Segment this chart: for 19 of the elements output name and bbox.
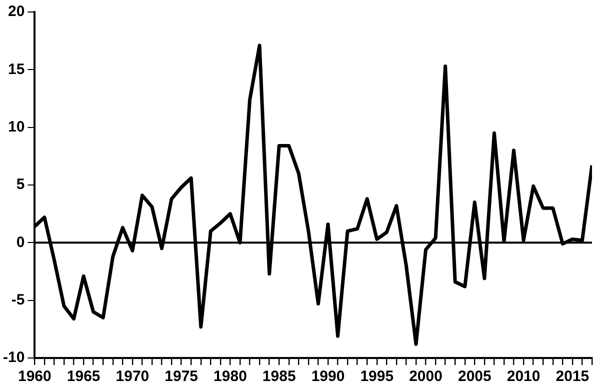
y-tick-label: 0	[16, 234, 25, 251]
x-tick-label: 2005	[458, 368, 492, 386]
y-tick-label: 5	[16, 176, 25, 194]
y-tick-label: 10	[8, 118, 25, 136]
y-tick-label: -5	[11, 291, 25, 308]
x-tick-label: 1970	[116, 368, 150, 386]
x-tick-label: 1975	[164, 368, 198, 386]
x-tick-label: 2015	[556, 368, 590, 386]
x-tick-label: 1960	[18, 368, 52, 386]
x-tick-label: 1990	[311, 368, 345, 386]
y-tick-label: 15	[8, 60, 25, 78]
x-tick-label: 1995	[360, 368, 394, 386]
x-tick-label: 1980	[214, 368, 247, 386]
y-tick-label: 20	[8, 3, 25, 20]
x-tick-label: 1985	[262, 368, 296, 386]
y-tick-label: -10	[2, 349, 25, 366]
x-tick-label: 1965	[66, 368, 100, 386]
x-tick-label: 2010	[506, 368, 540, 386]
x-tick-label: 2000	[409, 368, 442, 386]
